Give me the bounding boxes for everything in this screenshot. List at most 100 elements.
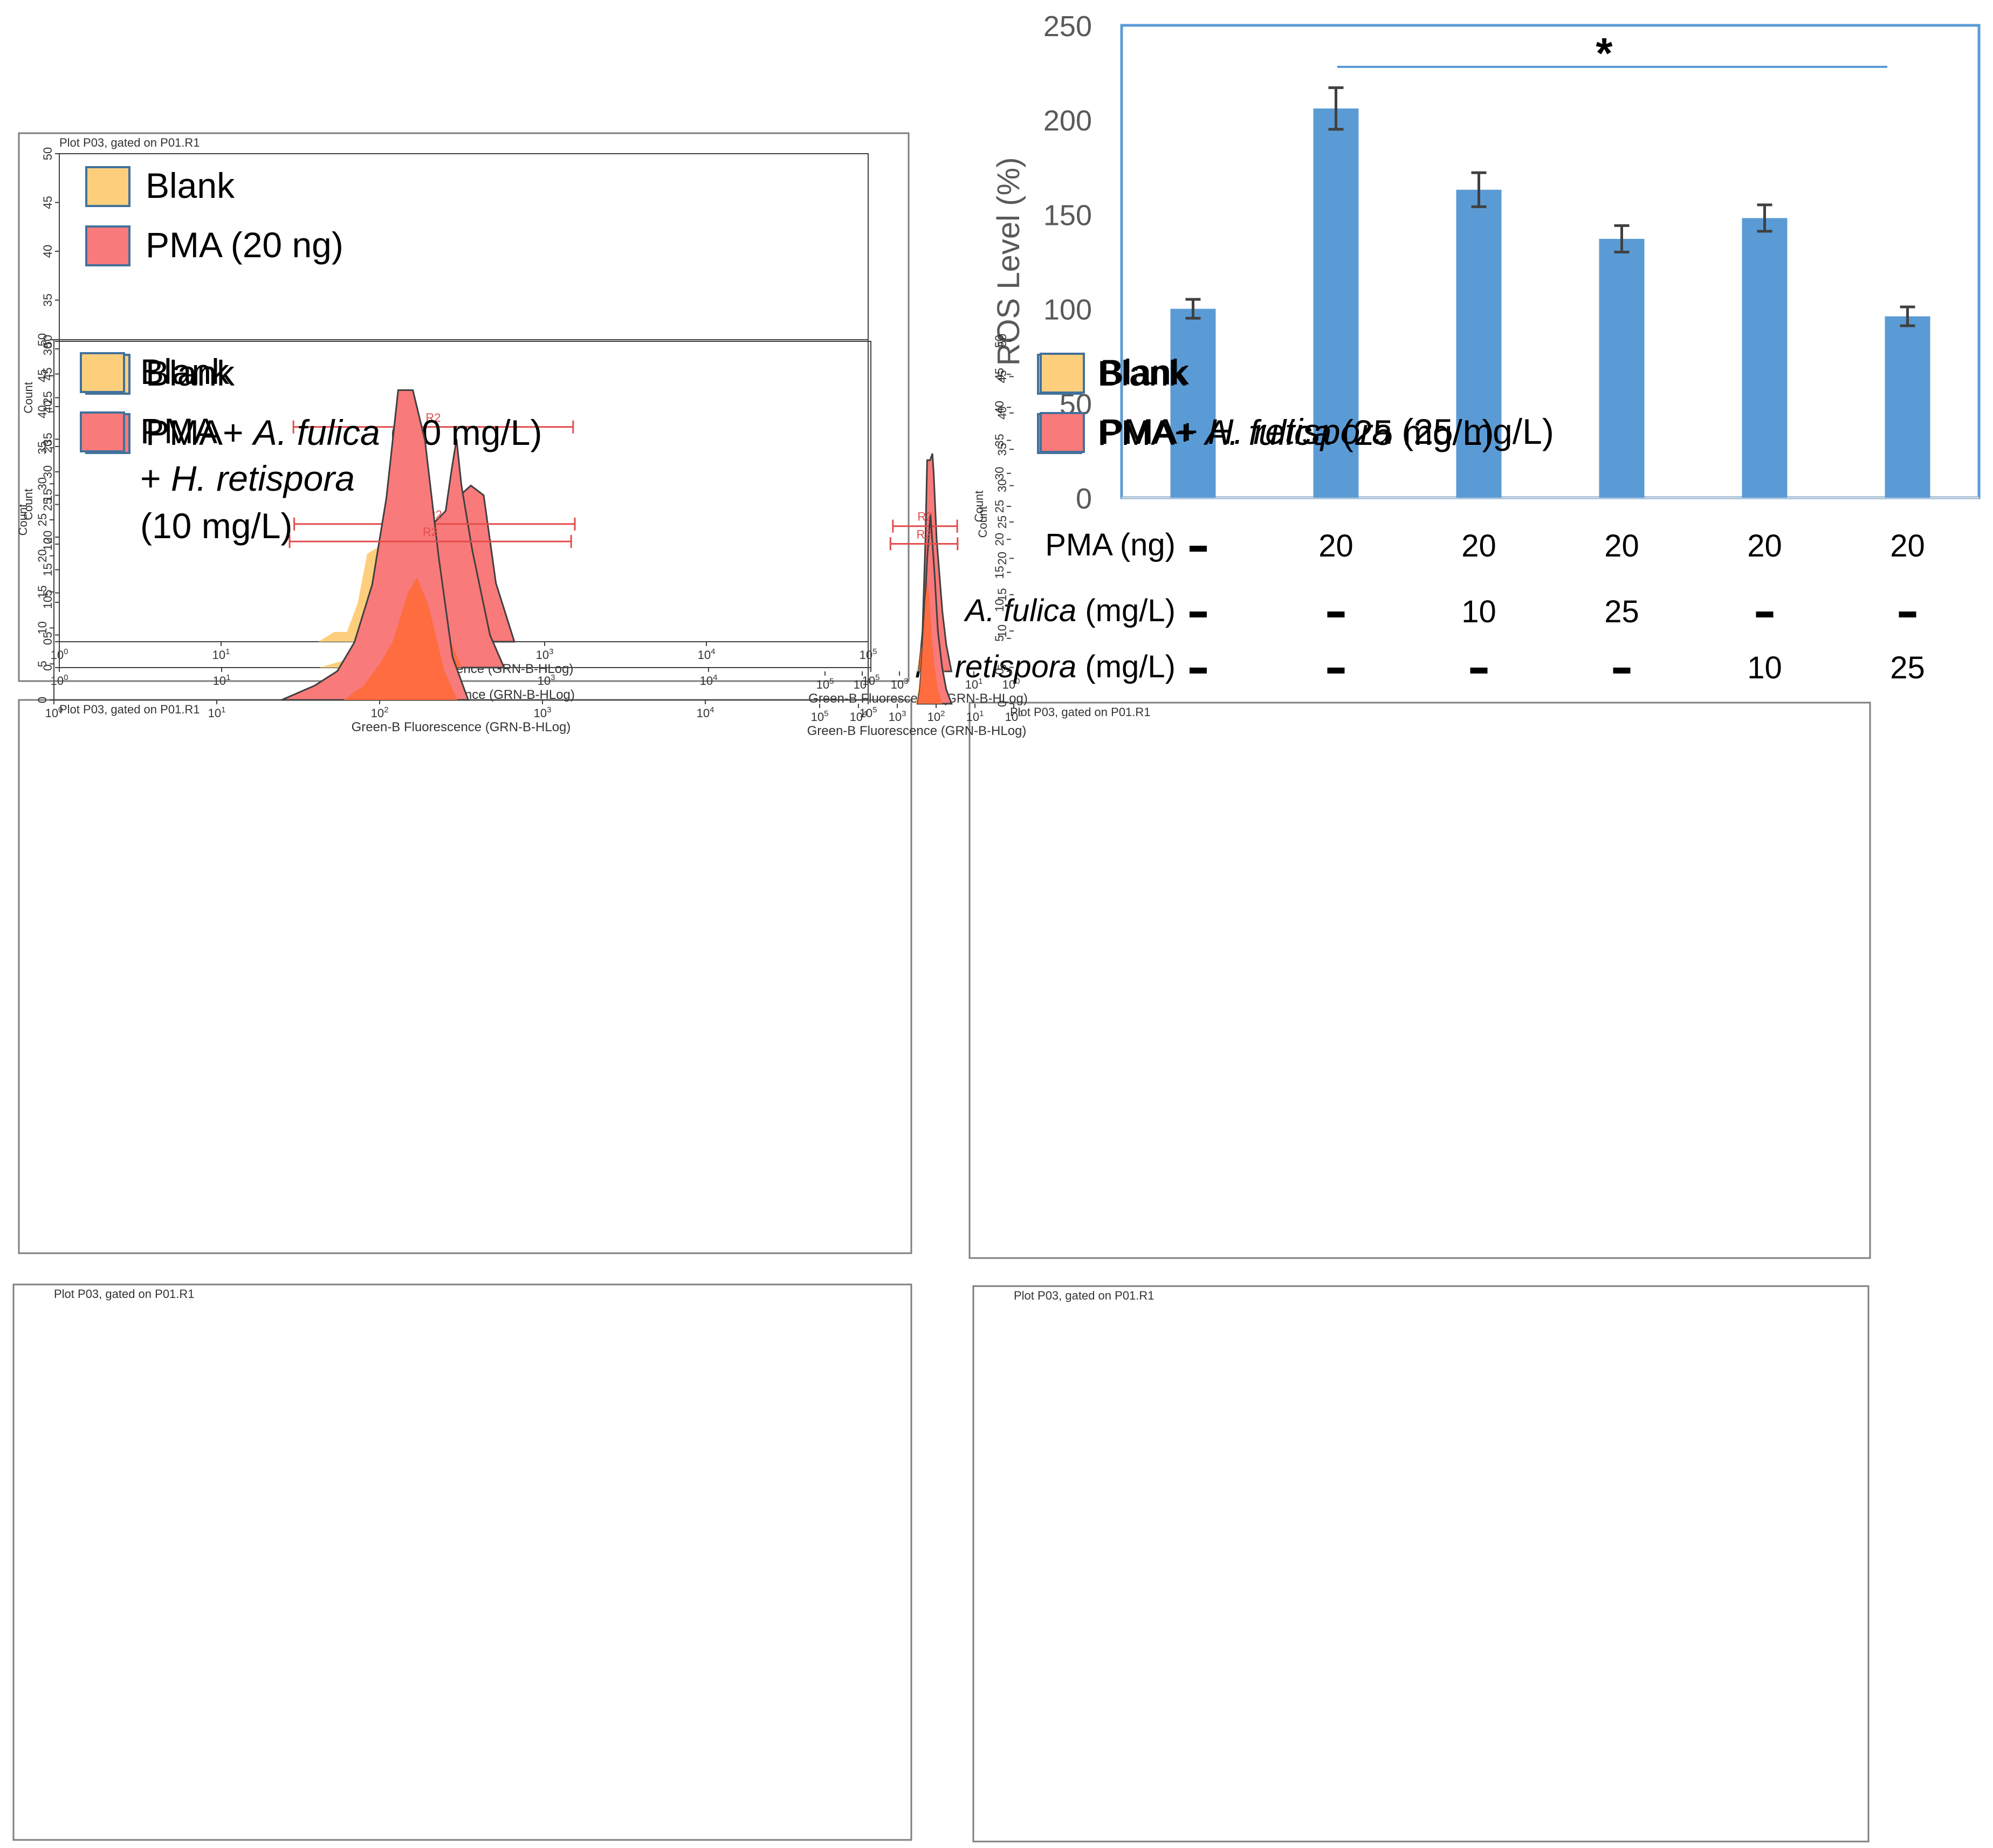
bar xyxy=(1313,108,1359,498)
condition-value: 20 xyxy=(1461,528,1496,564)
plot-title: Plot P03, gated on P01.R1 xyxy=(1010,705,1151,719)
x-tick-label: 103 xyxy=(891,677,909,691)
x-tick-label: 100 xyxy=(1002,677,1020,691)
legend-label-blank: Blank xyxy=(146,166,235,205)
y-tick-label: 20 xyxy=(995,552,1009,565)
legend-label-pma: PMA+ A. fulica (25 mg/L) xyxy=(1097,413,1494,452)
gate-r2-label: R2 xyxy=(917,527,932,541)
error-bar xyxy=(1328,86,1344,131)
plot-title: Plot P03, gated on P01.R1 xyxy=(54,1287,195,1301)
y-tick-label: 50 xyxy=(41,335,54,348)
condition-value: 20 xyxy=(1318,528,1353,564)
legend-label-blank: Blank xyxy=(140,352,230,391)
y-tick-label: 0 xyxy=(41,664,54,671)
y-tick-label: 25 xyxy=(41,498,54,511)
error-bar xyxy=(1185,298,1201,320)
legend-swatch-blank xyxy=(85,166,130,207)
y-axis-label: Count xyxy=(972,491,986,523)
y-tick-label: 35 xyxy=(993,434,1006,446)
overlap-histogram xyxy=(917,580,943,704)
plot-title: Plot P03, gated on P01.R1 xyxy=(1014,1289,1154,1302)
y-tick-label: 15 xyxy=(41,489,54,501)
gate-r2-label: R2 xyxy=(425,411,441,424)
x-axis-label: Green-B Fluorescence (GRN-B-HLog) xyxy=(352,720,571,734)
x-tick-label: 104 xyxy=(700,673,718,688)
y-tick-label: 0 xyxy=(36,697,49,703)
bar-y-tick-label: 0 xyxy=(1076,483,1092,515)
error-bar xyxy=(1471,171,1487,208)
y-tick-label: 50 xyxy=(993,335,1006,348)
x-tick-label: 103 xyxy=(538,673,555,688)
legend-swatch-blank xyxy=(80,352,125,393)
y-tick-label: 10 xyxy=(36,621,49,634)
condition-table: PMA (ng) 20 20 20 20 20A. fulica (mg/L) 10 25H.… xyxy=(915,527,1925,685)
condition-dash xyxy=(1190,668,1207,674)
condition-value: 25 xyxy=(1604,594,1639,629)
y-tick-label: 30 xyxy=(41,465,54,478)
condition-value: 20 xyxy=(1747,528,1782,564)
y-tick-label: 10 xyxy=(41,538,54,551)
y-tick-label: 5 xyxy=(995,664,1009,670)
plot-title: Plot P03, gated on P01.R1 xyxy=(59,136,200,149)
y-tick-label: 50 xyxy=(995,334,1009,347)
y-tick-label: 20 xyxy=(41,531,54,544)
y-tick-label: 0 xyxy=(995,700,1009,707)
x-tick-label: 101 xyxy=(208,705,226,720)
y-tick-label: 35 xyxy=(41,432,54,445)
flow-histogram-panels: Plot P03, gated on P01.R1051015202530354… xyxy=(12,132,1871,1843)
legend-swatch-pma xyxy=(80,411,125,452)
bar-y-tick-label: 100 xyxy=(1043,294,1092,326)
y-tick-label: 40 xyxy=(36,405,49,418)
legend-label-blank: Blank xyxy=(146,353,235,393)
y-tick-label: 10 xyxy=(995,624,1009,637)
legend: Blank PMA+ H. retispora (25 mg/L) xyxy=(1040,352,1554,453)
panel-border xyxy=(18,699,912,1254)
bar-y-tick-label: 150 xyxy=(1043,199,1092,231)
y-tick-label: 40 xyxy=(41,400,54,413)
y-tick-label: 25 xyxy=(36,513,49,526)
y-tick-label: 15 xyxy=(993,566,1006,579)
x-axis-label: Green-B Fluorescence (GRN-B-HLog) xyxy=(807,724,1027,738)
significance-star: * xyxy=(1596,29,1613,77)
condition-dash xyxy=(1756,612,1774,617)
legend: Blank PMA + H. retispora (10 mg/L) xyxy=(80,352,355,546)
y-axis-label: Count xyxy=(976,506,989,538)
gate-r2-label: R2 xyxy=(423,525,438,539)
condition-value: 25 xyxy=(1890,650,1925,685)
legend-label-pma: PMA+ H. retispora (25 mg/L) xyxy=(1100,411,1554,451)
y-axis-label: Count xyxy=(22,489,35,520)
condition-value: 10 xyxy=(1461,594,1496,629)
y-tick-label: 30 xyxy=(36,477,49,490)
condition-dash xyxy=(1613,668,1631,674)
y-tick-label: 10 xyxy=(993,599,1006,612)
y-tick-label: 5 xyxy=(41,589,54,596)
y-tick-label: 5 xyxy=(41,631,54,638)
histogram-panel: Plot P03, gated on P01.R1051015202530354… xyxy=(808,335,1871,1259)
x-tick-label: 100 xyxy=(51,673,68,688)
y-tick-label: 25 xyxy=(995,516,1009,528)
panel-border xyxy=(972,1285,1870,1843)
y-tick-label: 20 xyxy=(36,549,49,562)
y-tick-label: 0 xyxy=(993,668,1006,675)
legend: Blank PMA (20 ng) xyxy=(85,166,343,266)
condition-row-label: A. fulica (mg/L) xyxy=(964,593,1176,628)
legend-label-pma-line2: + H. retispora xyxy=(140,458,355,498)
y-tick-label: 10 xyxy=(41,596,54,609)
condition-dash xyxy=(1327,668,1345,674)
bar-y-axis-label: ROS Level (%) xyxy=(991,157,1026,366)
y-tick-label: 20 xyxy=(41,440,54,453)
error-bar xyxy=(1614,224,1630,253)
x-tick-label: 101 xyxy=(213,673,231,688)
condition-dash xyxy=(1190,612,1207,617)
bar xyxy=(1170,308,1216,498)
condition-value: 20 xyxy=(1890,528,1925,564)
x-tick-label: 105 xyxy=(816,677,834,691)
legend-swatch-blank xyxy=(1040,353,1085,394)
y-tick-label: 15 xyxy=(995,588,1009,601)
histogram-panel: Plot P03, gated on P01.R1051015202530354… xyxy=(12,333,912,1841)
bar xyxy=(1885,316,1930,498)
y-tick-label: 5 xyxy=(993,635,1006,642)
y-tick-label: 40 xyxy=(995,407,1009,420)
y-tick-label: 35 xyxy=(41,293,54,306)
